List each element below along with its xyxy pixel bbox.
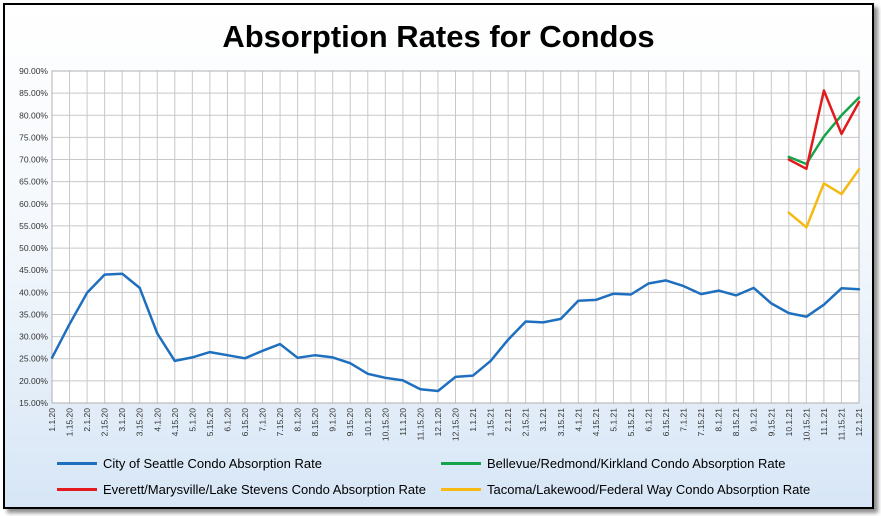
x-tick-label: 3.1.20 bbox=[117, 408, 127, 432]
x-tick-label: 12.1.21 bbox=[854, 408, 864, 437]
x-tick-label: 9.1.21 bbox=[749, 408, 759, 432]
y-tick-label: 60.00% bbox=[19, 199, 48, 209]
y-tick-label: 55.00% bbox=[19, 221, 48, 231]
x-tick-label: 11.15.21 bbox=[836, 408, 846, 441]
x-tick-label: 10.15.21 bbox=[801, 408, 811, 441]
y-tick-label: 90.00% bbox=[19, 66, 48, 76]
legend-swatch-everett bbox=[57, 488, 97, 492]
y-tick-label: 75.00% bbox=[19, 132, 48, 142]
legend-item-seattle: City of Seattle Condo Absorption Rate bbox=[57, 456, 322, 471]
x-tick-label: 7.15.21 bbox=[696, 408, 706, 437]
y-tick-label: 65.00% bbox=[19, 177, 48, 187]
x-tick-label: 9.15.21 bbox=[766, 408, 776, 437]
x-tick-label: 1.1.20 bbox=[47, 408, 57, 432]
y-tick-label: 35.00% bbox=[19, 309, 48, 319]
x-tick-label: 11.15.20 bbox=[415, 408, 425, 441]
plot-border bbox=[51, 70, 860, 404]
legend-swatch-tacoma bbox=[441, 488, 481, 492]
legend-item-bellevue: Bellevue/Redmond/Kirkland Condo Absorpti… bbox=[441, 456, 785, 471]
x-tick-label: 10.15.20 bbox=[380, 408, 390, 441]
y-tick-label: 40.00% bbox=[19, 287, 48, 297]
x-tick-label: 3.15.20 bbox=[135, 408, 145, 437]
x-tick-label: 6.15.20 bbox=[240, 408, 250, 437]
legend-label-bellevue: Bellevue/Redmond/Kirkland Condo Absorpti… bbox=[487, 456, 786, 471]
x-tick-label: 7.15.20 bbox=[275, 408, 285, 437]
x-tick-label: 2.1.20 bbox=[82, 408, 92, 432]
x-tick-label: 12.1.20 bbox=[433, 408, 443, 437]
series-line-bellevue bbox=[787, 96, 861, 166]
chart-title: Absorption Rates for Condos bbox=[222, 19, 655, 54]
series-line-tacoma bbox=[787, 168, 861, 229]
x-tick-label: 4.15.21 bbox=[591, 408, 601, 437]
legend-item-tacoma: Tacoma/Lakewood/Federal Way Condo Absorp… bbox=[441, 482, 810, 497]
x-tick-label: 6.15.21 bbox=[661, 408, 671, 437]
x-tick-label: 5.15.20 bbox=[205, 408, 215, 437]
y-tick-label: 50.00% bbox=[19, 243, 48, 253]
legend-label-seattle: City of Seattle Condo Absorption Rate bbox=[103, 456, 322, 471]
legend-label-tacoma: Tacoma/Lakewood/Federal Way Condo Absorp… bbox=[487, 482, 811, 497]
x-tick-label: 2.15.20 bbox=[100, 408, 110, 437]
x-tick-label: 7.1.21 bbox=[679, 408, 689, 432]
x-tick-label: 6.1.20 bbox=[222, 408, 232, 432]
x-tick-label: 1.15.21 bbox=[486, 408, 496, 437]
series-line-everett bbox=[787, 89, 861, 171]
x-tick-label: 8.15.21 bbox=[731, 408, 741, 437]
legend-label-everett: Everett/Marysville/Lake Stevens Condo Ab… bbox=[103, 482, 427, 497]
y-tick-label: 85.00% bbox=[19, 88, 48, 98]
line-chart: 15.00% 20.00% 25.00% 30.00% 35.00% 40.00% 45.0… bbox=[19, 66, 864, 441]
y-tick-label: 80.00% bbox=[19, 110, 48, 120]
x-tick-label: 8.1.21 bbox=[714, 408, 724, 432]
x-tick-label: 5.1.20 bbox=[187, 408, 197, 432]
y-tick-label: 25.00% bbox=[19, 354, 48, 364]
x-tick-label: 7.1.20 bbox=[258, 408, 268, 432]
x-tick-label: 5.15.21 bbox=[626, 408, 636, 437]
x-tick-label: 4.1.20 bbox=[152, 408, 162, 432]
y-tick-label: 70.00% bbox=[19, 155, 48, 165]
legend-swatch-seattle bbox=[57, 462, 97, 466]
y-tick-label: 20.00% bbox=[19, 376, 48, 386]
chart-frame: Absorption Rates for Condos 15.00% 20.00%… bbox=[3, 3, 874, 509]
x-tick-label: 9.1.20 bbox=[328, 408, 338, 432]
x-tick-label: 2.15.21 bbox=[521, 408, 531, 437]
x-tick-label: 3.15.21 bbox=[556, 408, 566, 437]
x-tick-label: 9.15.20 bbox=[345, 408, 355, 437]
y-tick-label: 30.00% bbox=[19, 332, 48, 342]
y-tick-label: 15.00% bbox=[19, 398, 48, 408]
x-tick-label: 10.1.20 bbox=[363, 408, 373, 437]
x-tick-label: 8.15.20 bbox=[310, 408, 320, 437]
x-tick-label: 11.1.20 bbox=[398, 408, 408, 436]
x-tick-label: 4.15.20 bbox=[170, 408, 180, 437]
x-tick-label: 8.1.20 bbox=[293, 408, 303, 432]
x-tick-label: 1.1.21 bbox=[468, 408, 478, 432]
x-tick-label: 10.1.21 bbox=[784, 408, 794, 437]
legend-swatch-bellevue bbox=[441, 462, 481, 466]
x-tick-label: 3.1.21 bbox=[538, 408, 548, 432]
legend-item-everett: Everett/Marysville/Lake Stevens Condo Ab… bbox=[57, 482, 426, 497]
x-tick-label: 6.1.21 bbox=[643, 408, 653, 432]
x-tick-label: 4.1.21 bbox=[573, 408, 583, 432]
x-tick-label: 11.1.21 bbox=[819, 408, 829, 436]
x-tick-label: 1.15.20 bbox=[65, 408, 75, 437]
y-tick-label: 45.00% bbox=[19, 265, 48, 275]
series-line-seattle bbox=[50, 272, 861, 393]
x-tick-label: 2.1.21 bbox=[503, 408, 513, 432]
x-tick-label: 12.15.20 bbox=[451, 408, 461, 441]
x-tick-label: 5.1.21 bbox=[608, 408, 618, 432]
